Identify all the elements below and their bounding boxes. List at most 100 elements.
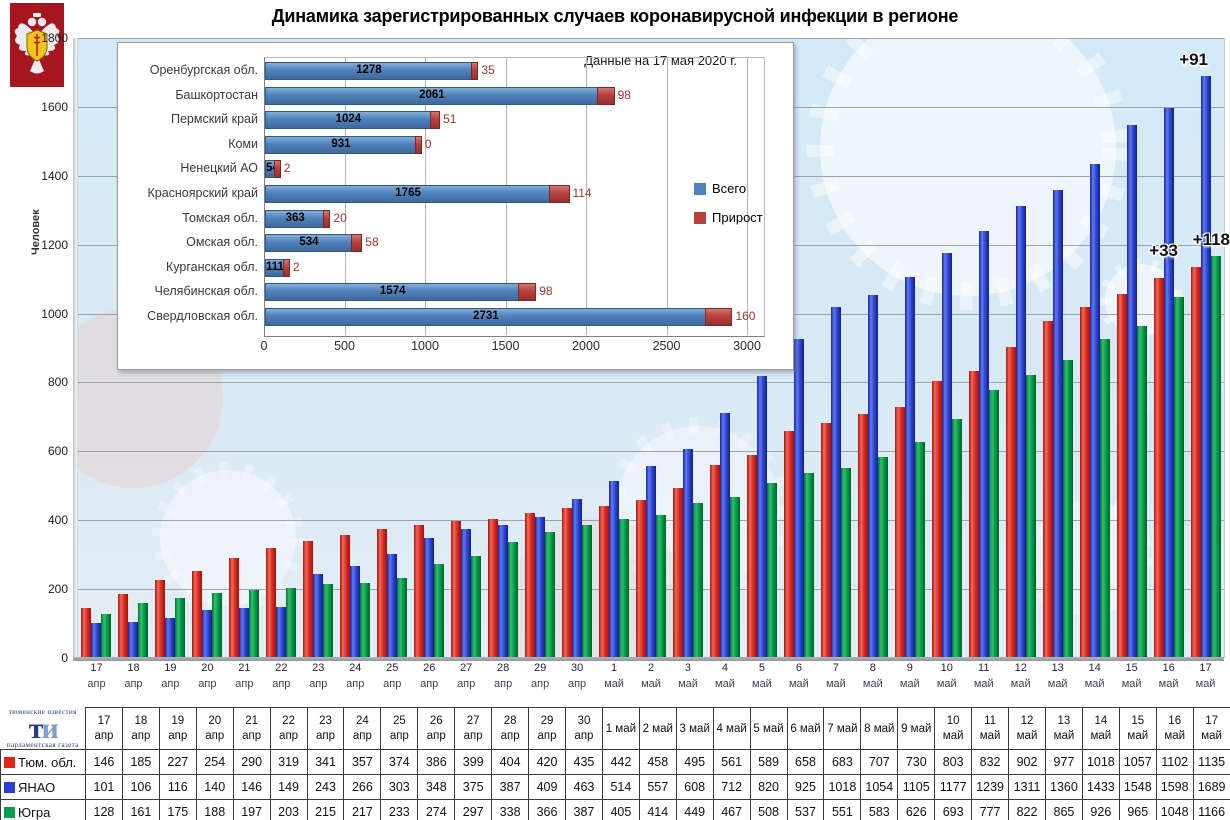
bar-group (152, 38, 189, 658)
table-cell: 1548 (1118, 774, 1157, 801)
bar-ЯНАО (719, 412, 730, 658)
table-cell: 712 (712, 774, 751, 801)
table-cell: 366 (528, 799, 566, 820)
bar-group (854, 38, 891, 658)
table-cell: 865 (1044, 799, 1083, 820)
bar-Югра (508, 541, 519, 658)
delta-value: 160 (735, 309, 756, 323)
table-cell: 101 (85, 774, 123, 801)
table-date-header: 17 апр (85, 706, 123, 751)
x-tick-label: 6 май (788, 662, 809, 690)
table-cell: 435 (564, 749, 603, 776)
total-value: 2731 (473, 310, 499, 322)
bar-Тюм. обл. (451, 520, 462, 658)
bar-Югра (1210, 256, 1221, 658)
x-tick-label: 23 апр (309, 662, 328, 690)
bar-Тюм. обл. (340, 535, 351, 658)
bar-Тюм. обл. (894, 406, 905, 658)
delta-bar (273, 160, 281, 179)
x-tick-label: 19 апр (161, 662, 180, 690)
bar-Тюм. обл. (931, 381, 942, 658)
delta-bar (429, 111, 441, 130)
region-label: Ненецкий АО (180, 161, 258, 176)
bar-group (670, 38, 707, 658)
table-date-header: 5 май (749, 706, 788, 751)
delta-value: 0 (424, 136, 432, 151)
bar-group (115, 38, 152, 658)
inset-legend: Всего Прирост (694, 181, 763, 239)
region-label: Башкортостан (175, 87, 258, 102)
bar-group (891, 38, 928, 658)
bar-Югра (840, 468, 851, 658)
region-label: Коми (228, 136, 258, 151)
bar-group (780, 38, 817, 658)
bar-Тюм. обл. (81, 607, 92, 658)
table-cell: 357 (343, 749, 382, 776)
table-cell: 803 (934, 749, 973, 776)
bar-Тюм. обл. (1042, 321, 1053, 658)
bar-Тюм. обл. (1116, 293, 1127, 658)
table-cell: 387 (491, 774, 530, 801)
bar-group (1002, 38, 1039, 658)
bar-groups (78, 38, 1224, 658)
delta-bar (470, 62, 479, 80)
gridline (78, 451, 1224, 453)
bar-Тюм. обл. (155, 579, 166, 658)
delta-value: 2 (292, 259, 300, 274)
total-bar: 1765 (265, 185, 552, 203)
x-tick-label: 5 май (752, 662, 772, 690)
inset-row: Коми 931 0 (118, 133, 793, 157)
table-row: ЯНАО 101 106 116 140 146 149 243 266 303 348 375 387… (0, 774, 1230, 801)
bar-group (1187, 38, 1224, 658)
bar-group (337, 38, 374, 658)
inset-row: Омская обл. 534 58 (118, 231, 793, 255)
page-title: Динамика зарегистрированных случаев коро… (271, 6, 959, 26)
table-cell: 128 (85, 799, 123, 820)
table-cell: 458 (638, 749, 677, 776)
table-cell: 626 (897, 799, 936, 820)
y-tick-label: 0 (61, 651, 68, 665)
total-swatch-icon (694, 182, 706, 195)
bar-ЯНАО (1126, 124, 1137, 658)
table-cell: 449 (675, 799, 714, 820)
table-cell: 375 (454, 774, 493, 801)
table-date-header: 24 апр (343, 706, 382, 751)
table-date-header: 18 апр (121, 706, 160, 751)
delta-bar (518, 283, 537, 302)
bar-ЯНАО (1089, 164, 1100, 658)
bar-Югра (914, 442, 925, 658)
table-cell: 175 (158, 799, 197, 820)
inset-row: Курганская обл. 111 2 (118, 256, 793, 280)
table-cell: 495 (675, 749, 714, 776)
bar-Югра (692, 503, 703, 658)
table-date-header: 7 май (823, 706, 862, 751)
bar-Югра (101, 613, 112, 658)
bar-Тюм. обл. (488, 518, 499, 658)
bar-Югра (656, 515, 667, 658)
x-tick-label: 25 апр (383, 662, 402, 690)
bar-Югра (729, 497, 740, 658)
inset-x-axis-ticks: 0 500 1000 1500 2000 2500 3000 (118, 339, 793, 355)
inset-x-tick-label: 500 (334, 339, 355, 353)
y-tick-label: 200 (47, 582, 68, 597)
table-date-header: 25 апр (380, 706, 419, 751)
table-date-header: 30 апр (564, 706, 603, 751)
y-tick-label: 400 (47, 513, 68, 528)
series-swatch-icon (4, 806, 15, 818)
bar-ЯНАО (867, 294, 878, 658)
x-tick-label: 13 май (1047, 662, 1068, 690)
table-date-header: 11 май (971, 706, 1010, 751)
y-axis-ticks: 0 200 400 600 800 1000 1200 1400 1600 1800 (36, 31, 74, 665)
table-cell: 551 (823, 799, 862, 820)
bar-Югра (1062, 360, 1073, 658)
table-cell: 777 (971, 799, 1010, 820)
newspaper-logo: тюменские известия ти парламентская газе… (0, 707, 86, 750)
table-date-header: 13 май (1044, 706, 1083, 751)
table-cell: 820 (749, 774, 788, 801)
bar-Югра (212, 593, 223, 658)
bar-ЯНАО (904, 277, 915, 658)
table-cell: 303 (380, 774, 419, 801)
table-cell: 693 (934, 799, 973, 820)
bar-Тюм. обл. (525, 513, 536, 658)
bar-Тюм. обл. (746, 455, 757, 658)
